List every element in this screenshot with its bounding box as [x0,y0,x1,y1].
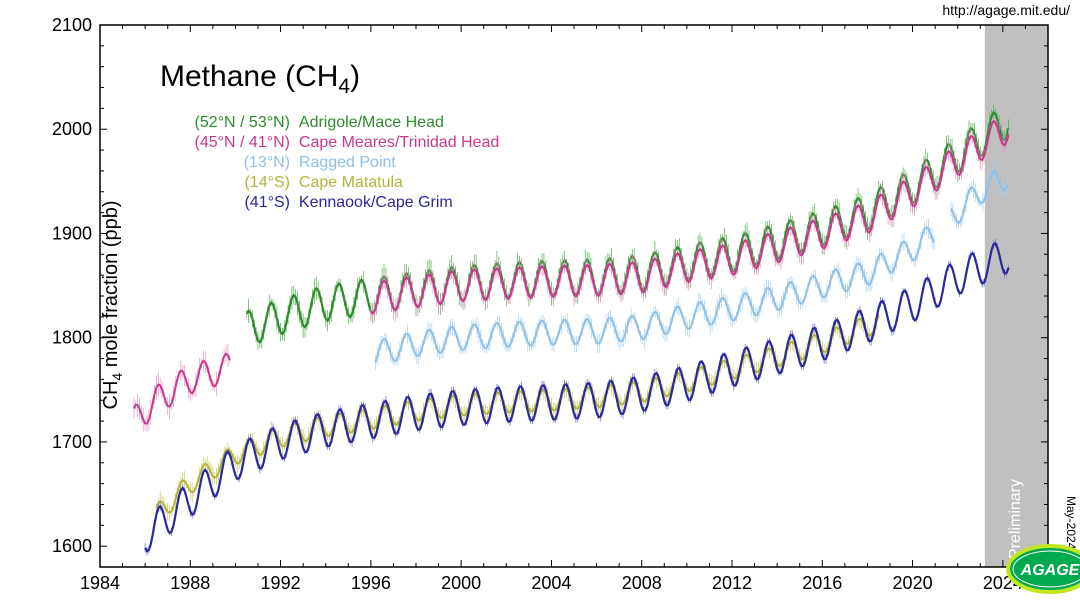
svg-text:1600: 1600 [52,536,92,556]
svg-text:2020: 2020 [893,573,933,593]
svg-text:1900: 1900 [52,223,92,243]
svg-text:1996: 1996 [351,573,391,593]
logo-svg: AGAGE NASA [1005,539,1080,599]
svg-text:1988: 1988 [170,573,210,593]
plot-svg: 1984 1988 1992 1996 2000 2004 2008 2012 2016 2020… [0,0,1080,609]
svg-text:2100: 2100 [52,15,92,35]
agage-logo: AGAGE [1008,546,1080,592]
svg-text:1992: 1992 [261,573,301,593]
svg-text:1984: 1984 [80,573,120,593]
svg-text:2012: 2012 [712,573,752,593]
chart-frame: http://agage.mit.edu/ May-2024 CH4 mole … [0,0,1080,609]
svg-text:AGAGE: AGAGE [1020,562,1080,579]
svg-text:2008: 2008 [622,573,662,593]
svg-text:2016: 2016 [802,573,842,593]
svg-text:1700: 1700 [52,432,92,452]
svg-text:2000: 2000 [52,119,92,139]
svg-text:2004: 2004 [531,573,571,593]
svg-text:1800: 1800 [52,328,92,348]
svg-text:2000: 2000 [441,573,481,593]
